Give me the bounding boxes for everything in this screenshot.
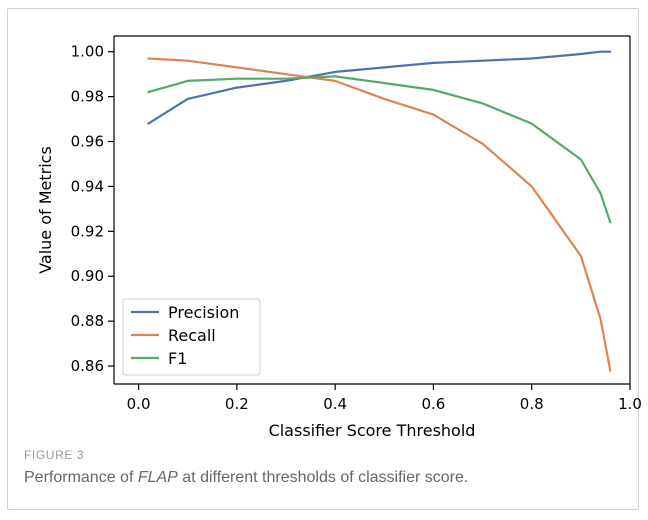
x-tick-label: 1.0: [618, 395, 642, 413]
series-line-recall: [147, 57, 612, 372]
series-line-precision: [147, 50, 612, 125]
caption-text-end: at different thresholds of classifier sc…: [177, 469, 469, 486]
figure-caption: Performance of FLAP at different thresho…: [24, 469, 468, 487]
legend: Precision Recall F1: [122, 298, 261, 376]
legend-label-precision: Precision: [168, 303, 239, 322]
y-tick-label: 0.96: [71, 133, 104, 151]
series-layer: [147, 50, 612, 372]
series-line-f1: [147, 75, 612, 224]
y-tick-label: 0.94: [71, 177, 104, 195]
y-tick-label: 0.90: [71, 267, 104, 285]
legend-label-recall: Recall: [168, 326, 216, 345]
x-tick-label: 0.8: [520, 395, 544, 413]
caption-text-start: Performance of: [24, 469, 138, 486]
x-tick-label: 0.6: [421, 395, 445, 413]
y-tick-label: 0.98: [71, 88, 104, 106]
x-axis-label: Classifier Score Threshold: [269, 421, 476, 440]
figure-label: FIGURE 3: [24, 448, 85, 462]
y-tick-label: 0.92: [71, 222, 104, 240]
y-axis-label: Value of Metrics: [36, 146, 55, 274]
y-tick-label: 0.88: [71, 312, 104, 330]
legend-label-f1: F1: [168, 349, 187, 368]
y-axis-ticks: 0.86 0.88 0.90 0.92 0.94 0.96 0.98 1.00: [71, 43, 114, 375]
x-tick-label: 0.2: [225, 395, 249, 413]
x-tick-label: 0.4: [323, 395, 347, 413]
y-tick-label: 1.00: [71, 43, 104, 61]
legend-box: [122, 298, 261, 376]
y-tick-label: 0.86: [71, 357, 104, 375]
x-tick-label: 0.0: [127, 395, 151, 413]
x-axis-ticks: 0.0 0.2 0.4 0.6 0.8 1.0: [127, 384, 642, 413]
line-chart: 0.0 0.2 0.4 0.6 0.8 1.0 0.860.880.900.920.940…: [36, 35, 642, 440]
caption-emphasis: FLAP: [137, 469, 178, 486]
